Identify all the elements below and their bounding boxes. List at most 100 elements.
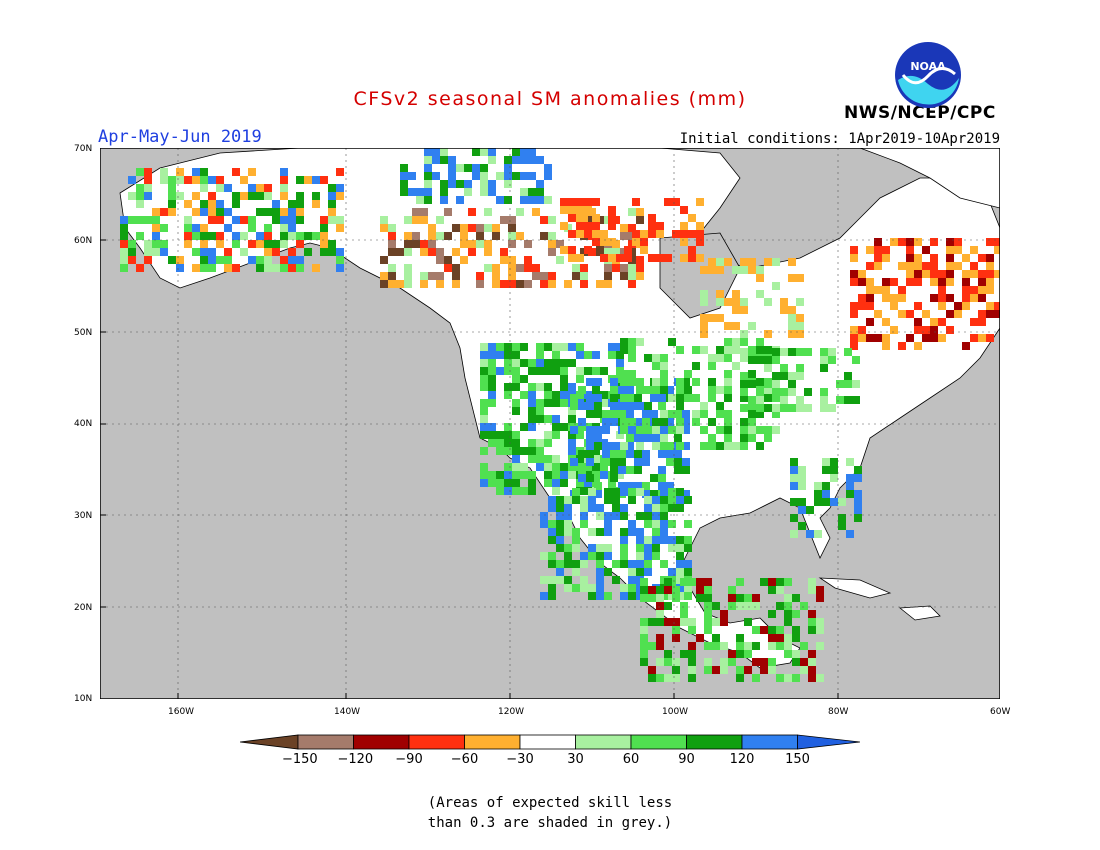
anomaly-cell xyxy=(596,504,604,512)
anomaly-cell xyxy=(264,264,272,272)
anomaly-cell xyxy=(814,498,822,506)
anomaly-cell xyxy=(618,466,626,474)
colorbar-tick-label: 120 xyxy=(729,752,755,767)
anomaly-cell xyxy=(756,396,764,404)
anomaly-cell xyxy=(636,256,644,264)
anomaly-cell xyxy=(656,222,664,230)
anomaly-cell xyxy=(512,471,520,479)
anomaly-cell xyxy=(128,256,136,264)
anomaly-cell xyxy=(120,248,128,256)
anomaly-cell xyxy=(648,674,656,682)
anomaly-cell xyxy=(544,391,552,399)
anomaly-cell xyxy=(680,254,688,262)
anomaly-cell xyxy=(328,248,336,256)
anomaly-cell xyxy=(808,650,816,658)
anomaly-cell xyxy=(830,498,838,506)
anomaly-cell xyxy=(736,578,744,586)
anomaly-cell xyxy=(930,278,938,286)
anomaly-cell xyxy=(428,248,436,256)
anomaly-cell xyxy=(184,200,192,208)
anomaly-cell xyxy=(552,367,560,375)
anomaly-cell xyxy=(656,254,664,262)
anomaly-cell xyxy=(528,471,536,479)
anomaly-cell xyxy=(528,156,536,164)
anomaly-cell xyxy=(288,232,296,240)
anomaly-cell xyxy=(652,496,660,504)
anomaly-cell xyxy=(568,198,576,206)
anomaly-cell xyxy=(568,254,576,262)
anomaly-cell xyxy=(788,380,796,388)
anomaly-cell xyxy=(822,482,830,490)
anomaly-cell xyxy=(580,272,588,280)
anomaly-cell xyxy=(814,482,822,490)
anomaly-cell xyxy=(708,258,716,266)
anomaly-cell xyxy=(552,487,560,495)
anomaly-cell xyxy=(548,496,556,504)
anomaly-cell xyxy=(788,404,796,412)
anomaly-cell xyxy=(776,642,784,650)
anomaly-cell xyxy=(200,168,208,176)
anomaly-cell xyxy=(512,399,520,407)
anomaly-cell xyxy=(460,240,468,248)
anomaly-cell xyxy=(768,626,776,634)
anomaly-cell xyxy=(898,342,906,350)
anomaly-cell xyxy=(652,426,660,434)
anomaly-cell xyxy=(496,196,504,204)
anomaly-cell xyxy=(568,359,576,367)
anomaly-cell xyxy=(792,634,800,642)
anomaly-cell xyxy=(240,232,248,240)
anomaly-cell xyxy=(416,196,424,204)
anomaly-cell xyxy=(994,302,1000,310)
anomaly-cell xyxy=(568,471,576,479)
anomaly-cell xyxy=(790,458,798,466)
anomaly-cell xyxy=(248,184,256,192)
anomaly-cell xyxy=(200,208,208,216)
anomaly-cell xyxy=(620,584,628,592)
anomaly-cell xyxy=(676,536,684,544)
anomaly-cell xyxy=(642,418,650,426)
anomaly-cell xyxy=(784,610,792,618)
anomaly-cell xyxy=(464,188,472,196)
anomaly-cell xyxy=(906,334,914,342)
lon-label-60w: 60W xyxy=(990,707,1011,717)
anomaly-cell xyxy=(472,148,480,156)
anomaly-cell xyxy=(456,180,464,188)
anomaly-cell xyxy=(528,196,536,204)
anomaly-cell xyxy=(536,343,544,351)
anomaly-cell xyxy=(500,216,508,224)
anomaly-cell xyxy=(512,343,520,351)
anomaly-cell xyxy=(208,176,216,184)
anomaly-cell xyxy=(500,280,508,288)
anomaly-cell xyxy=(524,240,532,248)
anomaly-cell xyxy=(536,367,544,375)
anomaly-cell xyxy=(208,264,216,272)
anomaly-cell xyxy=(666,442,674,450)
anomaly-cell xyxy=(548,536,556,544)
anomaly-cell xyxy=(796,372,804,380)
anomaly-cell xyxy=(504,391,512,399)
anomaly-cell xyxy=(914,318,922,326)
anomaly-cell xyxy=(732,338,740,346)
anomaly-cell xyxy=(556,560,564,568)
anomaly-cell xyxy=(594,434,602,442)
anomaly-cell xyxy=(632,198,640,206)
anomaly-cell xyxy=(532,264,540,272)
anomaly-cell xyxy=(588,528,596,536)
anomaly-cell xyxy=(784,618,792,626)
anomaly-cell xyxy=(866,302,874,310)
anomaly-cell xyxy=(296,232,304,240)
anomaly-cell xyxy=(200,240,208,248)
anomaly-cell xyxy=(970,246,978,254)
anomaly-cell xyxy=(760,578,768,586)
anomaly-cell xyxy=(596,280,604,288)
anomaly-cell xyxy=(484,240,492,248)
anomaly-cell xyxy=(772,282,780,290)
anomaly-cell xyxy=(724,442,732,450)
anomaly-cell xyxy=(572,568,580,576)
anomaly-cell xyxy=(676,496,684,504)
anomaly-cell xyxy=(128,240,136,248)
anomaly-cell xyxy=(586,378,594,386)
anomaly-cell xyxy=(436,248,444,256)
anomaly-cell xyxy=(684,370,692,378)
anomaly-cell xyxy=(732,362,740,370)
